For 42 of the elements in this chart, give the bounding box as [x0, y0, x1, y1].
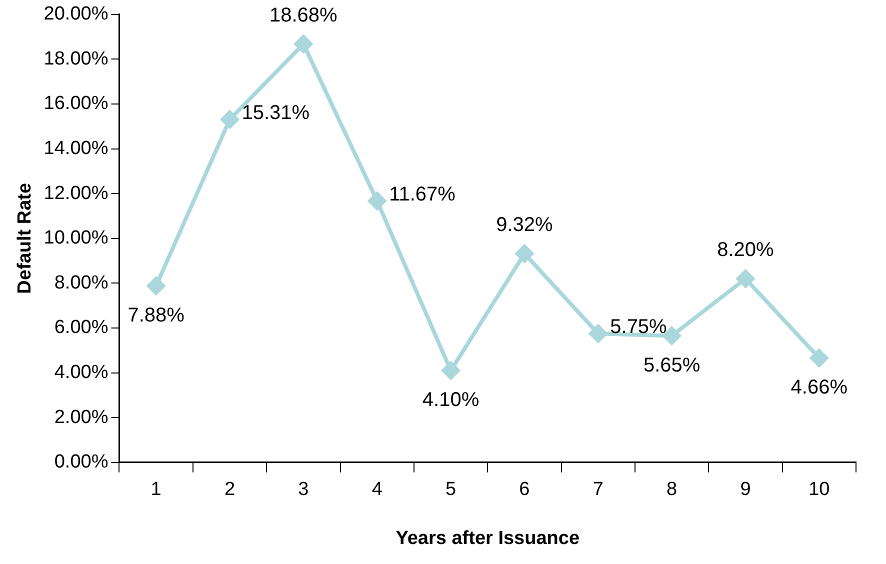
- point: [220, 110, 239, 128]
- point: [515, 244, 534, 263]
- data-label: 4.10%: [422, 389, 480, 412]
- y-tick-label: 10.00%: [44, 228, 108, 249]
- y-tick-label: 18.00%: [44, 48, 108, 70]
- y-tick-label: 6.00%: [54, 317, 108, 338]
- y-axis-title: Default Rate: [14, 182, 36, 294]
- point: [147, 276, 166, 295]
- x-tick-label: 9: [740, 479, 751, 500]
- data-label: 5.65%: [643, 354, 700, 376]
- y-tick-label: 14.00%: [44, 138, 108, 160]
- point: [736, 270, 754, 288]
- data-label: 18.68%: [270, 4, 338, 26]
- y-tick-label: 12.00%: [44, 182, 108, 204]
- x-tick-label: 4: [372, 479, 383, 500]
- y-tick-label: 0.00%: [54, 452, 108, 473]
- x-tick-label: 8: [666, 479, 678, 500]
- x-tick-label: 10: [808, 479, 830, 500]
- point: [294, 34, 312, 53]
- point: [810, 349, 828, 368]
- x-axis-title: Years after Issuance: [396, 528, 580, 549]
- y-tick-label: 4.00%: [54, 362, 108, 384]
- x-tick-label: 6: [519, 479, 530, 500]
- data-label: 7.88%: [128, 304, 185, 326]
- y-tick-label: 8.00%: [54, 272, 108, 294]
- x-tick-label: 2: [224, 479, 236, 500]
- x-tick-label: 5: [445, 479, 456, 500]
- y-tick-label: 20.00%: [44, 4, 108, 25]
- x-tick-label: 1: [150, 479, 162, 500]
- x-tick-label: 3: [298, 479, 309, 500]
- point: [442, 362, 460, 380]
- data-label: 5.75%: [610, 316, 668, 338]
- data-label: 15.31%: [242, 102, 310, 124]
- data-label: 4.66%: [790, 376, 848, 399]
- data-label: 9.32%: [496, 214, 554, 236]
- data-label: 8.20%: [717, 239, 774, 262]
- x-tick-label: 7: [592, 479, 604, 500]
- data-label: 11.67%: [389, 184, 456, 206]
- point: [589, 324, 608, 343]
- point: [368, 192, 386, 210]
- y-tick-label: 2.00%: [54, 406, 108, 428]
- y-tick-label: 16.00%: [44, 93, 108, 114]
